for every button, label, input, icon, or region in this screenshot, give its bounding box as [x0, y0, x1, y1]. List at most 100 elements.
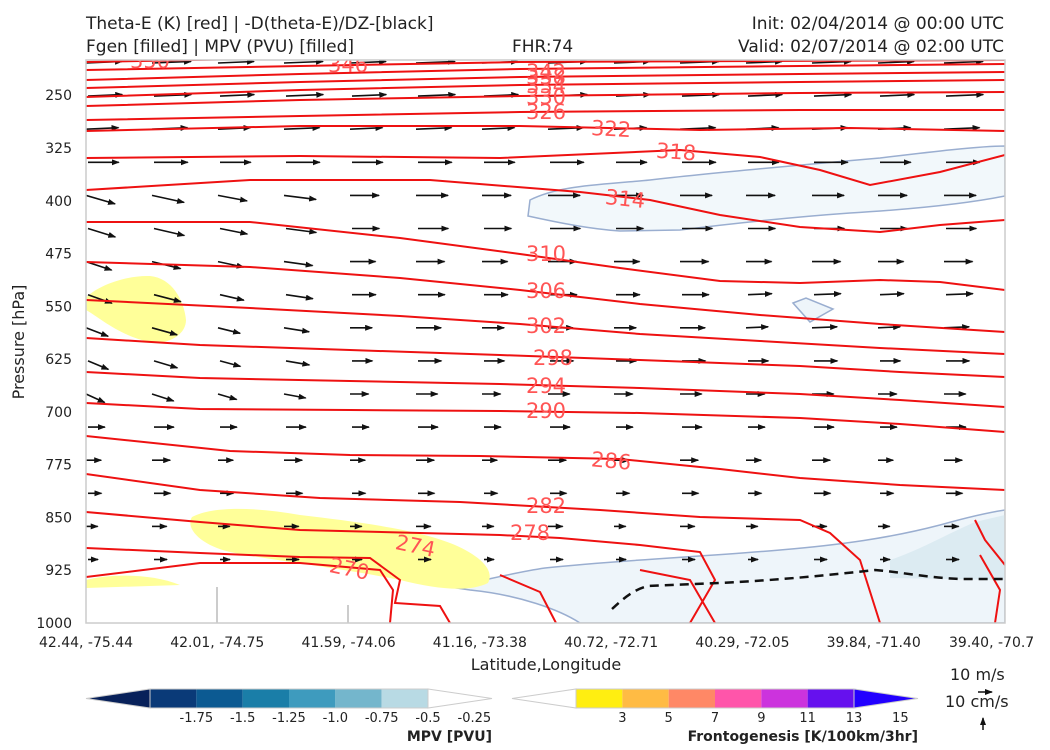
- wind-vector: [151, 327, 179, 336]
- wind-vector: [285, 360, 311, 367]
- fgen-colorbar-frame: [575, 688, 855, 709]
- mpv-colorbar-arrow: [85, 688, 151, 709]
- wind-vector: [283, 124, 321, 131]
- theta-e-contour-label: 290: [526, 399, 566, 423]
- wind-vector: [285, 227, 318, 235]
- wind-vector: [217, 393, 238, 401]
- x-axis-label: Latitude,Longitude: [471, 655, 622, 674]
- wind-vector: [87, 360, 110, 371]
- fgen-colorbar-tick: 15: [892, 711, 909, 726]
- mpv-colorbar-label: MPV [PVU]: [407, 729, 492, 745]
- mpv-colorbar-tick: -0.75: [365, 711, 399, 726]
- theta-e-contour: [86, 79, 1005, 98]
- wind-vector: [283, 393, 307, 400]
- wind-vector: [285, 91, 325, 98]
- y-tick-label: 550: [45, 299, 72, 315]
- wind-vector: [943, 60, 984, 65]
- wind-vector: [151, 60, 192, 65]
- x-tick-label: 39.40, -70.7: [949, 635, 1034, 651]
- y-tick-label: 475: [45, 247, 72, 263]
- x-tick-label: 41.59, -74.06: [302, 635, 396, 651]
- wind-vector: [877, 60, 915, 65]
- x-tick-label: 41.16, -73.38: [433, 635, 527, 651]
- y-axis-label: Pressure [hPa]: [9, 285, 28, 400]
- fgen-region-left: [86, 275, 186, 343]
- theta-e-contour: [86, 547, 451, 623]
- fgen-colorbar-tick: 3: [618, 711, 626, 726]
- mpv-region-lower-dark: [890, 515, 1005, 580]
- y-tick-label: 700: [45, 405, 72, 421]
- theta-e-contour-segment: [499, 574, 557, 623]
- mpv-colorbar-swatch: [196, 689, 243, 708]
- valid-time: Valid: 02/07/2014 @ 02:00 UTC: [738, 37, 1004, 57]
- wind-vector: [945, 290, 974, 297]
- theta-e-contour: [86, 299, 1005, 355]
- theta-e-contour-label: 278: [510, 521, 550, 545]
- fgen-colorbar-arrow: [853, 688, 919, 709]
- fgen-colorbar-swatch: [668, 689, 715, 708]
- wind-vector: [217, 194, 249, 203]
- theta-e-contour: [86, 511, 717, 623]
- wind-vector: [219, 293, 245, 302]
- x-tick-label: 40.29, -72.05: [695, 635, 789, 651]
- wind-vector: [219, 91, 256, 98]
- mpv-colorbar-arrow: [427, 688, 493, 709]
- fgen-colorbar-swatch: [715, 689, 762, 708]
- theta-e-contour-label: 326: [526, 100, 566, 124]
- wind-vector: [153, 360, 179, 369]
- theta-e-contour: [86, 71, 1005, 89]
- wind-vector: [879, 91, 916, 98]
- mpv-colorbar-tick: -1.75: [180, 711, 214, 726]
- mpv-colorbar-tick: -1.25: [272, 711, 306, 726]
- theta-e-contour-label: 346: [328, 53, 368, 77]
- y-tick-label: 850: [45, 510, 72, 526]
- y-tick-label: 250: [45, 88, 72, 104]
- wind-vector: [217, 327, 242, 335]
- fgen-colorbar-swatch: [576, 689, 623, 708]
- wind-vector: [219, 360, 242, 368]
- fgen-colorbar-tick: 9: [757, 711, 765, 726]
- theta-e-contour: [86, 562, 395, 623]
- wind-vector: [283, 194, 318, 202]
- theta-e-contour: [86, 473, 881, 623]
- theta-e-contour-label: 298: [533, 346, 573, 370]
- fgen-region-bottom: [86, 575, 180, 588]
- fgen-colorbar-tick: 5: [665, 711, 673, 726]
- x-tick-label: 42.01, -74.75: [170, 635, 264, 651]
- wind-vector: [415, 124, 453, 131]
- wind-vector: [415, 60, 456, 65]
- forecast-hour: FHR:74: [512, 37, 574, 57]
- fgen-colorbar-tick: 11: [799, 711, 816, 726]
- fgen-colorbar-swatch: [761, 689, 808, 708]
- x-tick-label: 39.84, -71.40: [827, 635, 921, 651]
- wind-vector: [811, 324, 839, 331]
- wind-ref-vertical-label: 10 cm/s: [945, 692, 1009, 711]
- wind-vector: [351, 91, 388, 98]
- wind-vector: [349, 125, 384, 132]
- neg-dthetae-dz-contour: [611, 568, 1005, 610]
- fgen-region-lower: [190, 508, 490, 589]
- theta-e-contour: [86, 179, 1005, 234]
- mpv-colorbar-swatch: [289, 689, 336, 708]
- wind-vector: [283, 60, 324, 65]
- x-tick-label: 40.72, -72.71: [564, 635, 658, 651]
- mpv-colorbar-frame: [149, 688, 429, 709]
- theta-e-contour-label: 302: [526, 314, 566, 338]
- theta-e-contour-label: 318: [655, 139, 697, 166]
- fgen-colorbar-swatch: [807, 689, 854, 708]
- mpv-colorbar-tick: -0.25: [458, 711, 492, 726]
- wind-vector: [217, 60, 255, 65]
- init-time: Init: 02/04/2014 @ 00:00 UTC: [751, 14, 1004, 34]
- wind-vector: [86, 327, 110, 338]
- mpv-region-small: [791, 297, 835, 323]
- theta-e-contour: [86, 109, 1005, 121]
- mpv-colorbar-tick: -1.5: [230, 711, 255, 726]
- theta-e-contour: [86, 337, 1005, 378]
- wind-ref-horizontal-label: 10 m/s: [950, 665, 1005, 684]
- theta-e-contour-label: 338: [526, 65, 566, 89]
- wind-vector: [153, 227, 186, 237]
- mpv-colorbar-tick: -1.0: [323, 711, 348, 726]
- fgen-colorbar-tick: 7: [711, 711, 719, 726]
- wind-vector: [283, 327, 311, 334]
